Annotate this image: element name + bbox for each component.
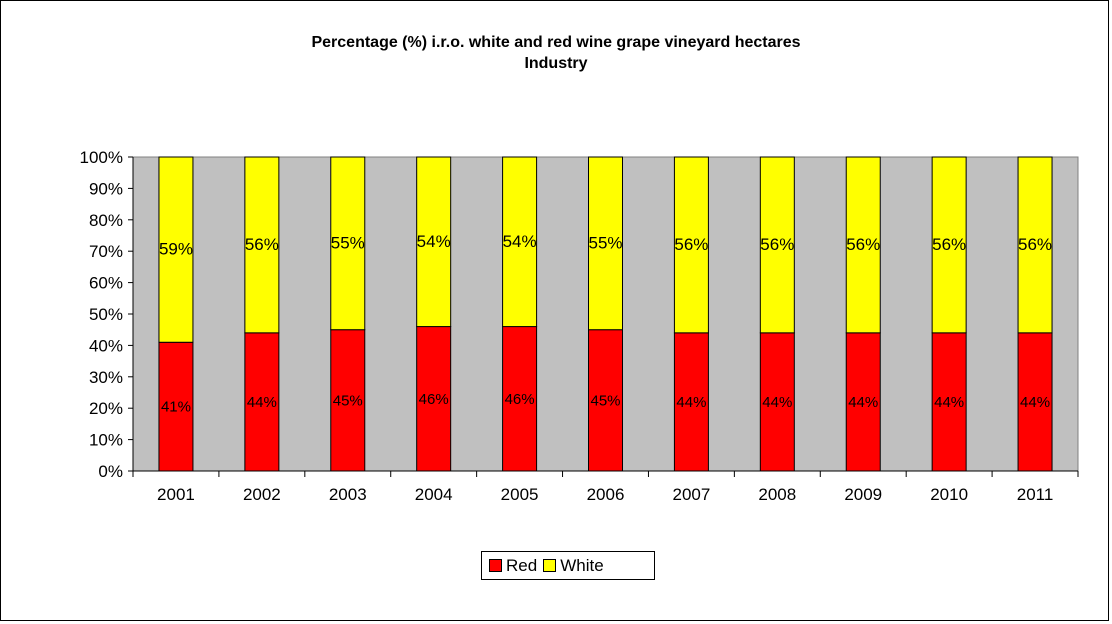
- data-label-red: 44%: [934, 394, 964, 411]
- x-tick-label: 2001: [157, 485, 195, 504]
- y-tick-label: 80%: [89, 211, 123, 230]
- data-label-red: 44%: [1020, 394, 1050, 411]
- data-label-red: 44%: [762, 394, 792, 411]
- data-label-white: 56%: [1018, 235, 1052, 254]
- legend: Red White: [481, 551, 655, 580]
- y-tick-label: 20%: [89, 399, 123, 418]
- x-tick-label: 2011: [1017, 485, 1054, 504]
- y-tick-label: 50%: [89, 305, 123, 324]
- x-tick-label: 2004: [415, 485, 453, 504]
- x-tick-label: 2007: [672, 485, 710, 504]
- bar-white: [416, 156, 452, 328]
- chart-title: Percentage (%) i.r.o. white and red wine…: [311, 34, 801, 51]
- y-tick-label: 60%: [89, 274, 123, 293]
- y-tick-label: 0%: [98, 462, 123, 481]
- bar-white: [158, 156, 194, 343]
- y-tick-label: 30%: [89, 368, 123, 387]
- legend-swatch-red: [489, 559, 502, 572]
- data-label-white: 56%: [846, 235, 880, 254]
- bar-white: [502, 156, 538, 328]
- legend-label-red: Red: [506, 555, 538, 575]
- data-label-white: 56%: [760, 235, 794, 254]
- data-label-red: 44%: [848, 394, 878, 411]
- data-label-white: 54%: [503, 232, 537, 251]
- bar-white: [845, 156, 881, 334]
- data-label-red: 41%: [161, 399, 191, 416]
- legend-item-red: Red: [489, 556, 537, 576]
- x-tick-label: 2010: [930, 485, 968, 504]
- y-tick-label: 40%: [89, 336, 123, 355]
- bar-red: [845, 332, 881, 472]
- bar-white: [244, 156, 280, 334]
- data-label-red: 46%: [505, 391, 535, 408]
- bar-white: [330, 156, 366, 331]
- bar-white: [588, 156, 623, 331]
- data-label-white: 56%: [674, 235, 708, 254]
- bar-red: [502, 326, 538, 472]
- data-label-white: 56%: [245, 235, 279, 254]
- y-tick-label: 100%: [80, 148, 123, 167]
- x-tick-label: 2008: [758, 485, 796, 504]
- bar-white: [673, 156, 709, 334]
- data-label-red: 44%: [247, 394, 277, 411]
- bar-red: [673, 332, 709, 472]
- data-label-white: 59%: [159, 240, 193, 259]
- chart-subtitle: Industry: [524, 55, 588, 72]
- bar-red: [931, 332, 967, 472]
- x-tick-label: 2002: [243, 485, 281, 504]
- legend-swatch-white: [543, 559, 557, 572]
- y-tick-label: 90%: [89, 179, 123, 198]
- legend-item-white: White: [543, 555, 604, 576]
- x-tick-label: 2005: [501, 485, 539, 504]
- data-label-white: 56%: [932, 235, 966, 254]
- bar-red: [330, 329, 366, 472]
- data-label-white: 54%: [417, 232, 451, 251]
- x-tick-label: 2009: [844, 485, 882, 504]
- bar-white: [931, 156, 967, 334]
- x-tick-label: 2006: [587, 485, 625, 504]
- y-tick-label: 70%: [89, 242, 123, 261]
- data-label-red: 45%: [333, 392, 363, 409]
- data-label-red: 45%: [590, 392, 620, 409]
- y-tick-label: 10%: [89, 431, 123, 450]
- data-label-white: 55%: [331, 233, 365, 252]
- data-label-red: 46%: [419, 391, 449, 408]
- bar-red: [244, 332, 280, 472]
- bar-red: [416, 326, 452, 472]
- bar-white: [1017, 156, 1053, 334]
- data-label-white: 55%: [588, 233, 622, 252]
- bar-red: [1017, 332, 1053, 472]
- x-tick-label: 2003: [329, 485, 367, 504]
- data-label-red: 44%: [676, 394, 706, 411]
- bar-white: [759, 156, 795, 334]
- legend-label-white: White: [560, 555, 604, 575]
